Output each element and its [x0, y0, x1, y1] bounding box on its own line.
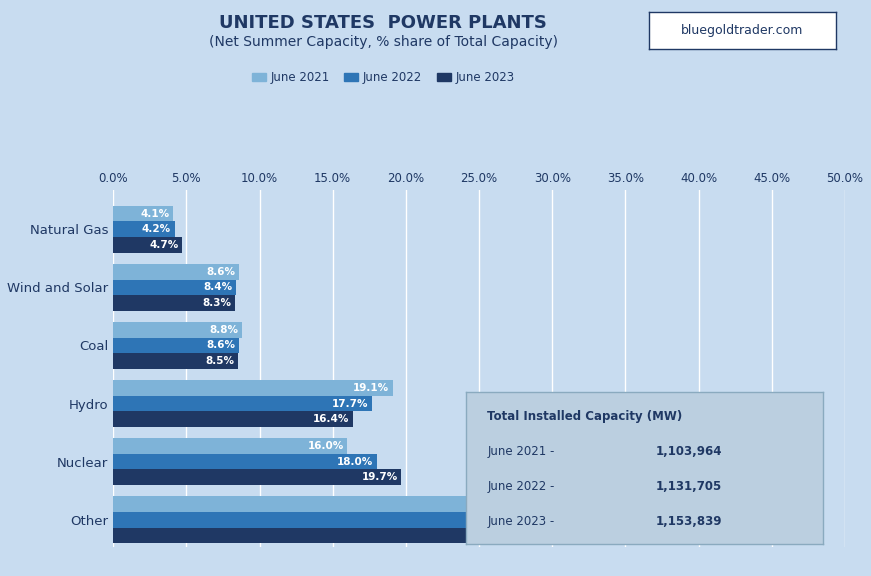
- Text: Total Installed Capacity (MW): Total Installed Capacity (MW): [488, 410, 683, 423]
- Text: June 2023 -: June 2023 -: [488, 516, 558, 528]
- Bar: [113, 222, 175, 237]
- Legend: June 2021, June 2022, June 2023: June 2021, June 2022, June 2023: [247, 66, 519, 89]
- Bar: [113, 380, 393, 396]
- Text: 1,103,964: 1,103,964: [655, 445, 722, 458]
- Text: 17.7%: 17.7%: [332, 399, 368, 408]
- Bar: [113, 396, 372, 411]
- Text: 8.8%: 8.8%: [209, 325, 239, 335]
- Text: 18.0%: 18.0%: [337, 457, 373, 467]
- Bar: [113, 411, 354, 427]
- Text: 8.3%: 8.3%: [202, 298, 231, 308]
- Text: (Net Summer Capacity, % share of Total Capacity): (Net Summer Capacity, % share of Total C…: [209, 35, 557, 48]
- Bar: [113, 438, 348, 454]
- Text: 8.6%: 8.6%: [206, 340, 235, 350]
- Text: June 2021 -: June 2021 -: [488, 445, 558, 458]
- Text: 8.4%: 8.4%: [203, 282, 233, 293]
- Text: bluegoldtrader.com: bluegoldtrader.com: [681, 24, 804, 37]
- Bar: [113, 264, 239, 279]
- Bar: [113, 496, 746, 512]
- Bar: [113, 338, 239, 353]
- Text: 19.7%: 19.7%: [361, 472, 398, 482]
- Text: 16.0%: 16.0%: [307, 441, 344, 451]
- Text: 16.4%: 16.4%: [314, 414, 349, 425]
- Bar: [113, 353, 238, 369]
- Text: 8.6%: 8.6%: [206, 267, 235, 276]
- Bar: [113, 295, 234, 311]
- Bar: [113, 237, 182, 253]
- Bar: [113, 528, 735, 543]
- Text: 19.1%: 19.1%: [353, 383, 389, 393]
- Bar: [113, 279, 236, 295]
- Bar: [113, 469, 402, 485]
- Text: 4.2%: 4.2%: [142, 224, 171, 234]
- Text: UNITED STATES  POWER PLANTS: UNITED STATES POWER PLANTS: [219, 14, 547, 32]
- Text: 42.5%: 42.5%: [695, 530, 732, 540]
- Text: 43.1%: 43.1%: [704, 515, 740, 525]
- Text: 43.3%: 43.3%: [706, 499, 743, 509]
- Bar: [113, 512, 744, 528]
- Text: June 2022 -: June 2022 -: [488, 480, 558, 493]
- Text: 4.1%: 4.1%: [140, 209, 170, 219]
- Bar: [113, 322, 242, 338]
- Text: 4.7%: 4.7%: [149, 240, 179, 250]
- Bar: [113, 454, 376, 469]
- Text: 8.5%: 8.5%: [205, 356, 234, 366]
- Text: 1,131,705: 1,131,705: [655, 480, 721, 493]
- Text: 1,153,839: 1,153,839: [655, 516, 722, 528]
- Bar: [113, 206, 173, 222]
